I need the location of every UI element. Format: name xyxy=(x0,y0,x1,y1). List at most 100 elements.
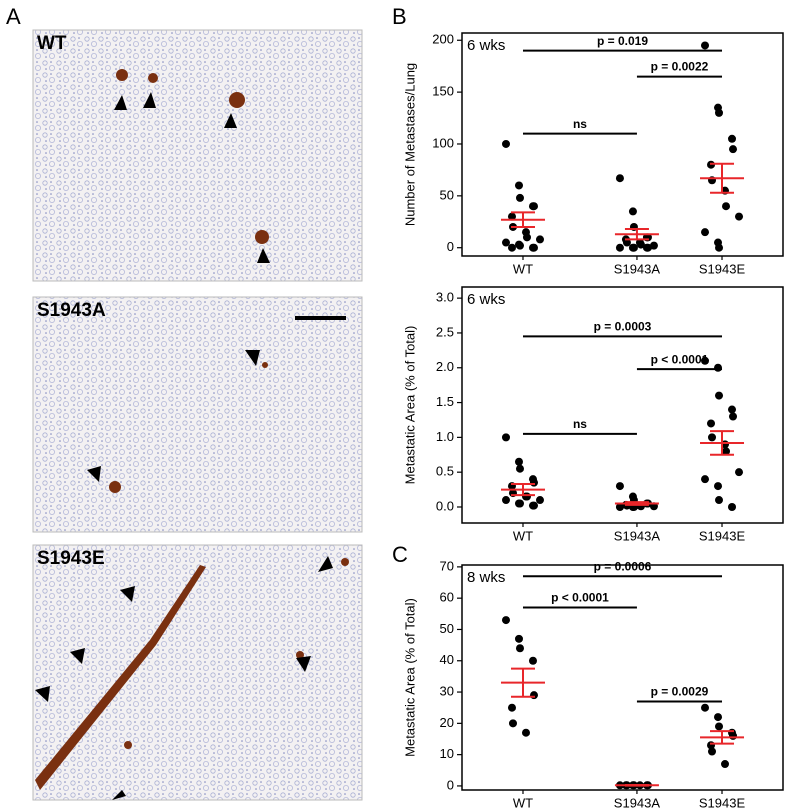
data-point xyxy=(708,433,717,442)
y-tick-label: 100 xyxy=(432,135,454,150)
x-tick-label: S1943A xyxy=(614,261,661,276)
data-point xyxy=(515,193,524,202)
y-tick-label: 200 xyxy=(432,32,454,47)
y-tick-label: 0.0 xyxy=(436,498,454,513)
data-point xyxy=(515,644,524,653)
image-panels xyxy=(32,29,363,801)
comparison-label: p = 0.0006 xyxy=(594,559,652,573)
comparison-label: ns xyxy=(573,117,587,131)
x-tick-label: S1943E xyxy=(699,528,746,543)
data-point xyxy=(522,233,531,242)
data-point xyxy=(514,634,523,643)
y-tick-label: 2.5 xyxy=(436,324,454,339)
y-tick-label: 0.5 xyxy=(436,464,454,479)
data-point xyxy=(508,719,517,728)
data-point xyxy=(721,760,730,769)
comparison-label: p = 0.0029 xyxy=(651,685,709,699)
data-point xyxy=(636,240,645,249)
data-point xyxy=(629,243,638,252)
data-point xyxy=(714,713,723,722)
y-tick-label: 150 xyxy=(432,84,454,99)
arrowheads xyxy=(35,92,333,800)
data-point xyxy=(722,447,731,456)
inset-label: 8 wks xyxy=(467,569,505,586)
data-point xyxy=(615,482,624,491)
plot-frame xyxy=(461,564,784,791)
x-tick-label: S1943A xyxy=(614,528,661,543)
x-tick-label: WT xyxy=(513,261,533,276)
data-point xyxy=(501,139,510,148)
y-tick-label: 2.0 xyxy=(436,359,454,374)
data-point xyxy=(521,728,530,737)
data-point xyxy=(701,41,710,50)
comparison-label: p = 0.019 xyxy=(597,34,648,48)
panel-letter: A xyxy=(6,4,21,29)
inset-label: 6 wks xyxy=(467,291,505,308)
data-point xyxy=(515,464,524,473)
data-point xyxy=(501,433,510,442)
data-point xyxy=(649,241,658,250)
data-point xyxy=(528,656,537,665)
data-point xyxy=(715,108,724,117)
comparison-label: p = 0.0003 xyxy=(594,320,652,334)
data-point xyxy=(643,243,652,252)
comparison-label: p < 0.0001 xyxy=(651,352,709,366)
data-point xyxy=(701,475,710,484)
y-axis-label: Number of Metastases/Lung xyxy=(402,63,417,226)
data-point xyxy=(701,356,710,365)
data-point xyxy=(728,405,737,414)
data-point xyxy=(728,134,737,143)
data-point xyxy=(701,228,710,237)
y-tick-label: 20 xyxy=(440,715,454,730)
data-point xyxy=(529,691,538,700)
data-point xyxy=(507,212,516,221)
y-tick-label: 40 xyxy=(440,652,454,667)
y-tick-label: 3.0 xyxy=(436,290,454,305)
comparison-label: p < 0.0001 xyxy=(551,591,609,605)
data-point xyxy=(529,501,538,510)
data-point xyxy=(729,412,738,421)
y-tick-label: 1.5 xyxy=(436,394,454,409)
data-point xyxy=(628,207,637,216)
x-tick-label: S1943A xyxy=(614,795,661,809)
micrograph xyxy=(32,29,363,282)
data-point xyxy=(715,722,724,731)
data-point xyxy=(622,238,631,247)
data-point xyxy=(715,496,724,505)
y-tick-label: 50 xyxy=(440,621,454,636)
y-tick-label: 50 xyxy=(440,187,454,202)
data-point xyxy=(735,468,744,477)
comparison-label: p = 0.0022 xyxy=(651,60,709,74)
data-point xyxy=(507,243,516,252)
data-point xyxy=(722,202,731,211)
data-point xyxy=(729,145,738,154)
data-point xyxy=(715,243,724,252)
micrograph xyxy=(32,544,363,801)
plot-frame xyxy=(461,286,784,524)
stained-regions xyxy=(35,69,349,790)
data-point xyxy=(615,243,624,252)
data-point xyxy=(507,703,516,712)
image-label: S1943A xyxy=(37,300,106,321)
data-point xyxy=(715,391,724,400)
data-point xyxy=(707,419,716,428)
panel-letter: C xyxy=(392,542,408,567)
data-point xyxy=(515,499,524,508)
data-point xyxy=(514,181,523,190)
data-point xyxy=(529,478,538,487)
y-tick-label: 0 xyxy=(447,239,454,254)
y-tick-label: 1.0 xyxy=(436,429,454,444)
x-tick-label: S1943E xyxy=(699,795,746,809)
data-point xyxy=(714,482,723,491)
data-point xyxy=(515,241,524,250)
micrograph xyxy=(32,296,363,533)
data-point xyxy=(615,174,624,183)
y-tick-label: 10 xyxy=(440,746,454,761)
image-label: S1943E xyxy=(37,548,105,569)
data-point xyxy=(701,703,710,712)
y-tick-label: 60 xyxy=(440,590,454,605)
data-point xyxy=(708,747,717,756)
inset-label: 6 wks xyxy=(467,37,505,54)
data-point xyxy=(707,160,716,169)
